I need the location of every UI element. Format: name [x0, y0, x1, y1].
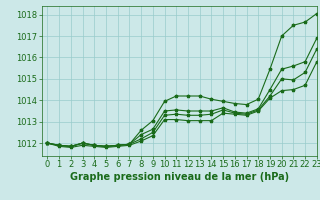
- X-axis label: Graphe pression niveau de la mer (hPa): Graphe pression niveau de la mer (hPa): [70, 172, 289, 182]
